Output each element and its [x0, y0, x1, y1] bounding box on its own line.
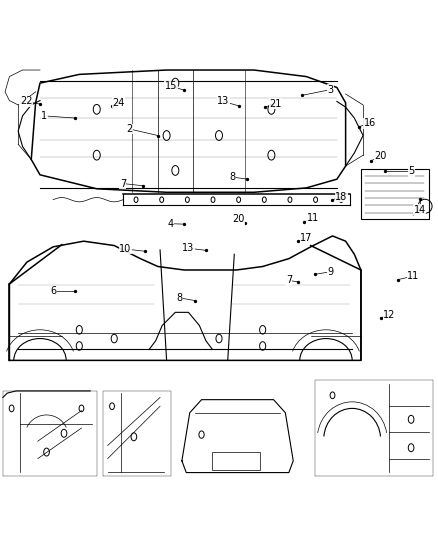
Text: 10: 10 — [119, 244, 131, 254]
Text: 17: 17 — [300, 233, 312, 243]
Text: 1: 1 — [41, 111, 47, 121]
Text: 20: 20 — [233, 214, 245, 224]
Text: 5: 5 — [408, 166, 414, 176]
Text: 15: 15 — [165, 81, 177, 91]
Text: 20: 20 — [374, 151, 387, 161]
Text: 13: 13 — [182, 243, 194, 253]
Text: 7: 7 — [286, 276, 292, 286]
Text: 4: 4 — [168, 219, 174, 229]
Text: 6: 6 — [50, 286, 56, 296]
Text: 18: 18 — [335, 192, 347, 201]
Text: 11: 11 — [307, 214, 319, 223]
Text: 14: 14 — [414, 205, 426, 215]
Text: 8: 8 — [229, 172, 235, 182]
Text: 11: 11 — [407, 271, 420, 281]
Text: 7: 7 — [120, 179, 126, 189]
Text: 8: 8 — [177, 293, 183, 303]
Text: 24: 24 — [113, 98, 125, 108]
Text: 16: 16 — [364, 118, 376, 128]
Text: 21: 21 — [269, 99, 282, 109]
Text: 13: 13 — [217, 96, 230, 107]
Text: 22: 22 — [20, 96, 32, 107]
Text: 9: 9 — [327, 266, 333, 277]
Text: 3: 3 — [327, 85, 333, 95]
Text: 2: 2 — [127, 124, 133, 134]
Text: 12: 12 — [383, 310, 396, 319]
